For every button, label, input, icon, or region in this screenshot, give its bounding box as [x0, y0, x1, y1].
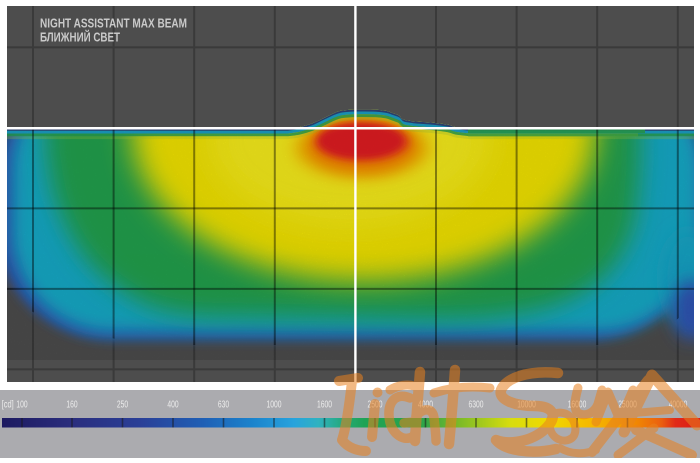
svg-text:630: 630 [218, 400, 229, 411]
svg-text:400: 400 [167, 400, 178, 411]
svg-text:БЛИЖНИЙ СВЕТ: БЛИЖНИЙ СВЕТ [40, 30, 120, 45]
svg-text:4000: 4000 [418, 400, 433, 411]
svg-text:NIGHT ASSISTANT MAX BEAM: NIGHT ASSISTANT MAX BEAM [40, 16, 187, 31]
svg-text:6300: 6300 [469, 400, 484, 411]
svg-text:1600: 1600 [317, 400, 332, 411]
svg-text:100: 100 [16, 400, 27, 411]
svg-text:1000: 1000 [267, 400, 282, 411]
svg-text:160: 160 [66, 400, 77, 411]
svg-text:[cd]: [cd] [2, 400, 14, 411]
svg-text:250: 250 [117, 400, 128, 411]
